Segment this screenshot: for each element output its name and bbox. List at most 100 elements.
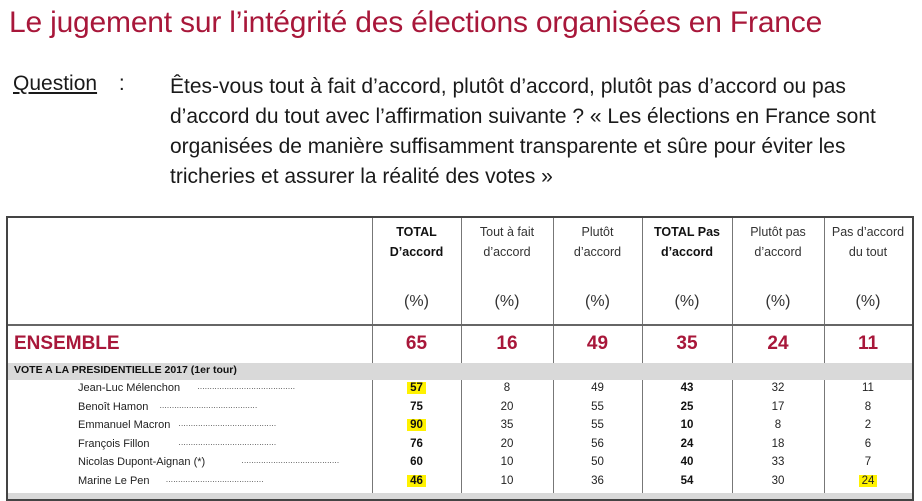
row-label: Nicolas Dupont-Aignan (*) [78,456,206,469]
highlighted-value: 24 [858,475,878,487]
row-label: Benoît Hamon [78,400,149,413]
row-value: 43 [642,382,732,394]
question-text: Êtes-vous tout à fait d’accord, plutôt d… [170,75,876,188]
row-value: 25 [642,401,732,413]
value-text: 33 [771,456,785,469]
column-unit: (%) [585,293,610,310]
column-header-line2: D’accord [389,245,444,259]
ensemble-value: 65 [405,333,428,354]
question-label-text: Question [13,72,98,95]
value-text: 10 [500,456,514,469]
value-text: 75 [410,400,423,413]
value-text: 55 [591,419,604,432]
row-label: Emmanuel Macron [78,419,171,432]
column-divider [642,218,643,499]
column-header: Plutôt d’accord [553,222,642,262]
header-separator [8,324,912,326]
value-text: 2 [864,419,872,432]
row-value: 17 [732,401,824,413]
row-value: 8 [732,419,824,431]
column-header-line1: Pas d’accord [831,225,905,239]
column-unit: (%) [674,293,700,310]
row-leader: . . . . . . . . . . . . . . . . . . . . … [197,382,295,391]
row-value: 10 [461,475,553,487]
column-header-line1: TOTAL Pas [654,225,720,239]
column-header-line1: Plutôt [581,225,614,239]
highlighted-value: 57 [407,382,426,394]
column-header: Pas d’accord du tout [824,222,912,262]
table-bottom-strip [8,493,912,499]
column-unit: (%) [404,293,429,310]
row-value: 24 [642,438,732,450]
value-text: 6 [864,437,872,450]
value-text: 49 [591,382,604,394]
row-value: 40 [642,456,732,468]
column-header-line2: du tout [848,245,888,259]
row-value: 8 [824,401,912,413]
row-value: 76 [372,438,461,450]
row-value: 2 [824,419,912,431]
value-text: 20 [500,400,514,413]
column-divider [372,218,373,499]
row-value: 6 [824,438,912,450]
column-header-line2: d’accord [483,245,531,259]
value-text: 18 [771,437,785,450]
value-text: 24 [680,437,694,450]
value-text: 43 [680,382,694,394]
ensemble-value: 49 [586,333,609,354]
row-value: 55 [553,401,642,413]
value-text: 10 [500,475,514,487]
value-text: 40 [680,456,694,469]
row-value: 20 [461,401,553,413]
value-text: 30 [771,475,785,487]
row-leader: . . . . . . . . . . . . . . . . . . . . … [178,437,277,447]
row-leader: . . . . . . . . . . . . . . . . . . . . … [241,456,340,466]
section-label: VOTE A LA PRESIDENTIELLE 2017 (1er tour) [14,364,237,376]
column-header: Plutôt pas d’accord [732,222,824,262]
row-leader: . . . . . . . . . . . . . . . . . . . . … [178,419,277,429]
row-value: 46 [372,475,461,487]
row-value: 10 [461,456,553,468]
row-value: 30 [732,475,824,487]
column-header-line1: Tout à fait [479,225,535,239]
column-header-line2: d’accord [754,245,802,259]
row-value: 57 [372,382,461,394]
ensemble-value: 35 [676,333,698,354]
column-unit: (%) [765,293,791,310]
row-value: 18 [732,438,824,450]
value-text: 35 [500,419,514,432]
column-header-line2: d’accord [660,245,714,259]
row-value: 32 [732,382,824,394]
row-value: 90 [372,419,461,432]
highlighted-value: 46 [407,475,426,487]
row-label: Marine Le Pen [78,475,150,487]
row-value: 20 [461,438,553,450]
ensemble-value: 11 [857,333,879,354]
row-value: 8 [461,382,553,394]
value-text: 60 [410,456,423,469]
row-value: 7 [824,456,912,468]
ensemble-value: 16 [496,333,518,354]
value-text: 8 [503,382,511,394]
value-text: 8 [774,419,782,432]
section-band: VOTE A LA PRESIDENTIELLE 2017 (1er tour) [8,363,912,380]
value-text: 36 [591,475,604,487]
column-header: TOTAL D’accord [372,222,461,262]
row-value: 49 [553,382,642,394]
row-value: 36 [553,475,642,487]
value-text: 25 [680,400,694,413]
value-text: 54 [680,475,694,487]
row-value: 24 [824,475,912,487]
column-header: Tout à fait d’accord [461,222,553,262]
column-divider [824,218,825,499]
row-leader: . . . . . . . . . . . . . . . . . . . . … [159,400,258,410]
highlighted-value: 90 [407,419,426,432]
value-text: 56 [591,437,604,450]
value-text: 8 [864,400,872,413]
column-header-line1: TOTAL [396,225,437,239]
value-text: 55 [591,400,604,413]
row-leader: . . . . . . . . . . . . . . . . . . . . … [165,475,264,484]
value-text: 7 [864,456,872,469]
row-value: 50 [553,456,642,468]
row-value: 35 [461,419,553,431]
